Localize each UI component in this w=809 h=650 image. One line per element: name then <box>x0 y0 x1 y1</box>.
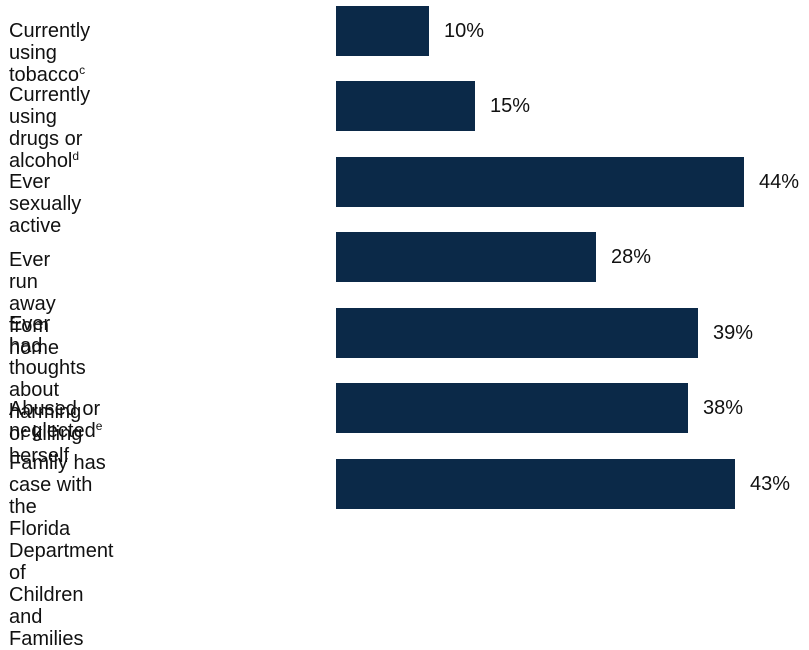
value-label: 39% <box>713 322 754 344</box>
category-label-line: Ever had thoughts about <box>9 313 86 401</box>
category-label: Ever sexually active <box>9 171 81 237</box>
bar <box>336 81 475 131</box>
footnote-marker: d <box>72 149 80 163</box>
value-label: 44% <box>759 171 800 193</box>
bar <box>336 232 596 282</box>
category-label: Abused or neglectede <box>9 398 102 442</box>
value-label: 15% <box>490 95 531 117</box>
category-label-line: Currently using drugs or <box>9 84 91 150</box>
category-label-line: Currently using tobacco <box>9 20 91 86</box>
bar <box>336 383 688 433</box>
category-label: Ever had thoughts about harming or killin… <box>9 313 86 467</box>
category-label-line: harming or killing herself <box>9 401 83 467</box>
category-label-line: Abused or neglected <box>9 398 101 442</box>
category-label-line: alcohol <box>9 150 73 172</box>
category-label-line: Children and Families <box>9 584 84 650</box>
value-label: 28% <box>611 246 652 268</box>
category-label-line: Family has case with the <box>9 452 106 518</box>
bar <box>336 6 429 56</box>
category-label: Currently using drugs or alcohold <box>9 84 90 172</box>
value-label: 43% <box>750 473 791 495</box>
category-label: Currently using tobaccoc <box>9 20 90 86</box>
category-label: Family has case with the Florida Departme… <box>9 452 114 650</box>
category-label: Ever run away from home <box>9 249 59 359</box>
category-label-line: Florida Department of <box>9 518 114 584</box>
footnote-marker: e <box>95 419 103 433</box>
bar <box>336 157 744 207</box>
bar <box>336 308 698 358</box>
bar <box>336 459 735 509</box>
footnote-marker: c <box>79 63 86 77</box>
category-label-line: Ever sexually active <box>9 171 82 237</box>
value-label: 38% <box>703 397 744 419</box>
value-label: 10% <box>444 20 485 42</box>
category-label-line: Ever run away from home <box>9 249 60 359</box>
